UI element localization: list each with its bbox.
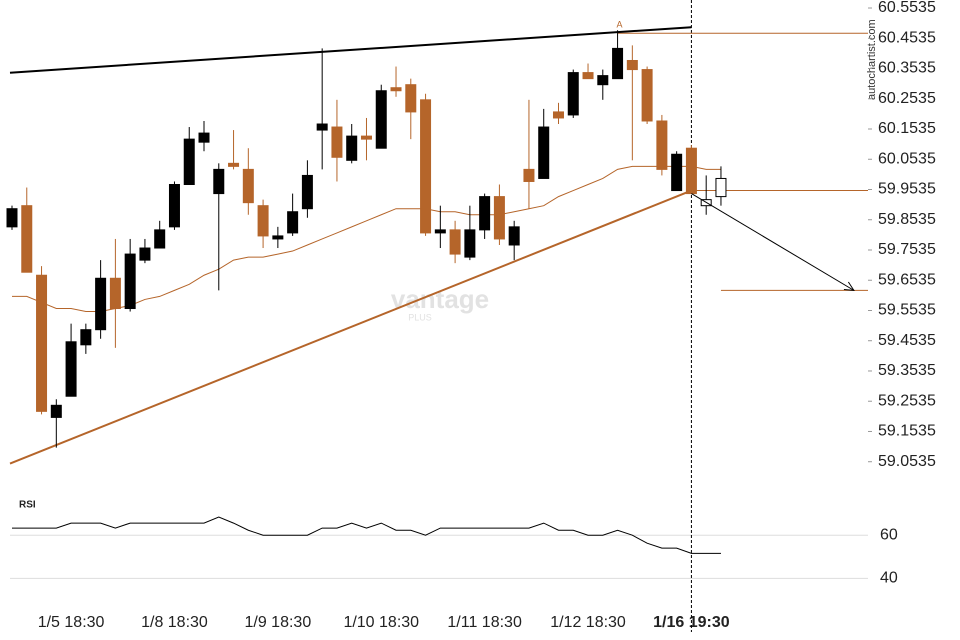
candle-body	[242, 168, 254, 204]
y-tick-label: 59.8535	[878, 211, 936, 228]
candle-body	[21, 205, 33, 273]
trend-line	[9, 189, 692, 465]
candle-body	[582, 72, 594, 80]
candle-body	[213, 168, 225, 195]
candle-body	[567, 72, 579, 116]
candle-body	[346, 135, 358, 161]
candle-body	[198, 132, 210, 143]
candle-body	[449, 229, 461, 255]
candle-body	[552, 111, 564, 119]
candle-body	[656, 120, 668, 170]
candle-body	[331, 126, 343, 158]
candle-body	[301, 174, 313, 210]
y-tick-label: 59.0535	[878, 453, 936, 470]
candle-body	[65, 341, 77, 397]
y-tick-label: 60.4535	[878, 29, 936, 46]
forecast-arrow	[691, 193, 855, 291]
watermark-sub: PLUS	[408, 312, 432, 322]
y-tick-label: 59.9535	[878, 181, 936, 198]
candle-body	[272, 235, 284, 240]
candle-body	[420, 99, 432, 234]
candle-body	[316, 123, 328, 131]
rsi-tick-label: 40	[880, 570, 898, 587]
candle-body	[360, 135, 372, 140]
rsi-tick-label: 60	[880, 526, 898, 543]
candle-body	[390, 87, 402, 92]
y-tick-label: 60.2535	[878, 90, 936, 107]
candle-body	[671, 153, 683, 192]
y-tick-label: 59.7535	[878, 241, 936, 258]
y-tick-label: 59.3535	[878, 362, 936, 379]
candle-body	[95, 277, 107, 331]
candle-body	[523, 168, 535, 182]
x-tick-label: 1/11 18:30	[447, 614, 522, 631]
pattern-label: A	[617, 20, 623, 30]
y-tick-label: 59.2535	[878, 392, 936, 409]
candle-body	[405, 84, 417, 113]
candle-body	[154, 229, 166, 249]
y-tick-label: 59.4535	[878, 332, 936, 349]
candle-body	[228, 162, 240, 167]
x-tick-label: 1/8 18:30	[141, 614, 208, 631]
candle-body	[168, 184, 180, 228]
x-tick-label: 1/9 18:30	[244, 614, 311, 631]
y-tick-label: 59.5535	[878, 302, 936, 319]
candle-body	[50, 404, 62, 418]
y-tick-label: 60.3535	[878, 60, 936, 77]
watermark: vantage	[391, 284, 489, 314]
y-tick-label: 60.0535	[878, 150, 936, 167]
candle-body	[375, 90, 387, 149]
y-tick-label: 60.1535	[878, 120, 936, 137]
candle-body	[287, 211, 299, 234]
candle-body	[6, 208, 18, 228]
candle-body	[538, 126, 550, 179]
candle-body	[464, 229, 476, 258]
candle-body	[641, 69, 653, 122]
candle-body	[685, 147, 697, 195]
candle-body	[715, 177, 727, 198]
candle-body	[626, 59, 638, 71]
y-tick-label: 60.5535	[878, 0, 936, 16]
candle-body	[434, 229, 446, 234]
x-tick-label: 1/12 18:30	[550, 614, 626, 631]
candle-body	[493, 196, 505, 240]
candle-body	[597, 75, 609, 86]
rsi-line	[12, 516, 721, 554]
candle-body	[479, 196, 491, 231]
x-tick-label: 1/10 18:30	[343, 614, 419, 631]
candle-body	[612, 47, 624, 80]
candle-body	[124, 253, 136, 310]
arrow-head	[843, 281, 855, 291]
candle-body	[109, 277, 121, 310]
rsi-label: RSI	[19, 500, 36, 511]
candle-body	[139, 247, 151, 261]
y-tick-label: 59.6535	[878, 271, 936, 288]
candle-body	[36, 274, 48, 412]
source-label: autochartist.com	[866, 19, 878, 100]
x-tick-label: 1/5 18:30	[38, 614, 105, 631]
candle-body	[183, 138, 195, 186]
candle-body	[257, 205, 269, 237]
y-tick-label: 59.1535	[878, 423, 936, 440]
candle-body	[80, 329, 92, 346]
trend-line	[9, 26, 692, 74]
candle-body	[508, 226, 520, 246]
